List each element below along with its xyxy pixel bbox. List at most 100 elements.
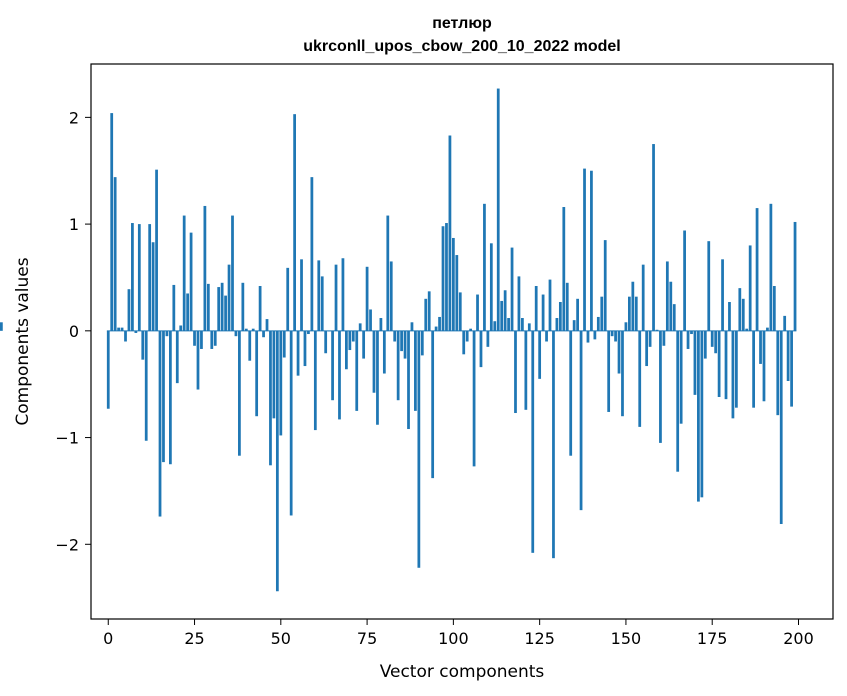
bar-146	[610, 330, 614, 337]
bar-90	[417, 330, 421, 568]
bar-121	[524, 330, 528, 410]
bar-123	[531, 330, 535, 553]
bar-86	[403, 330, 407, 359]
bar-70	[348, 330, 352, 351]
x-tick-label: 0	[103, 629, 113, 648]
bar-44	[258, 286, 262, 331]
bar-84	[396, 330, 400, 401]
bar-30	[210, 330, 214, 349]
bar-115	[503, 290, 507, 331]
bar-126	[541, 294, 545, 331]
bar-140	[590, 170, 593, 331]
bar-38	[238, 330, 241, 456]
bar-71	[351, 330, 355, 342]
bar-196	[783, 315, 787, 331]
bar-33	[220, 282, 224, 331]
bar-119	[517, 276, 521, 331]
bar-141	[593, 330, 597, 340]
bar-61	[317, 260, 321, 331]
bar-109	[483, 203, 486, 331]
bar-29	[206, 283, 210, 331]
bar-1	[110, 113, 114, 331]
bar-76	[369, 309, 372, 331]
bar-16	[162, 330, 165, 463]
bar-153	[634, 296, 638, 331]
bar-124	[534, 286, 538, 331]
chart-title: петлюр	[432, 15, 492, 32]
y-tick-label: −1	[55, 429, 79, 448]
bar-72	[355, 330, 359, 411]
bar-167	[683, 230, 686, 331]
bar-67	[338, 330, 341, 420]
bar-116	[507, 318, 510, 331]
bar-182	[734, 330, 738, 408]
bar-169	[690, 330, 693, 335]
bar-94	[431, 330, 435, 479]
bar-137	[579, 330, 583, 511]
bar-148	[617, 330, 621, 374]
bar-175	[710, 330, 714, 347]
bar-6	[127, 289, 131, 331]
bar-88	[410, 322, 414, 331]
bar-129	[552, 330, 555, 559]
bar-189	[759, 330, 762, 364]
bar-199	[793, 221, 797, 331]
bar-131	[558, 302, 562, 331]
bar-193	[772, 286, 776, 331]
bar-103	[462, 330, 466, 355]
bar-11	[144, 330, 148, 441]
bar-181	[731, 330, 735, 419]
bar-91	[420, 330, 424, 356]
bar-183	[738, 288, 742, 331]
bar-104	[465, 330, 469, 342]
bar-17	[165, 330, 169, 337]
bar-135	[572, 320, 576, 331]
bar-52	[286, 267, 290, 331]
x-tick-label: 100	[438, 629, 469, 648]
bar-152	[631, 281, 635, 331]
bar-96	[438, 316, 441, 331]
bar-41	[248, 330, 252, 361]
plot-frame	[90, 63, 834, 620]
bar-170	[693, 330, 697, 395]
bar-132	[562, 207, 566, 331]
bar-53	[289, 330, 293, 516]
bar-173	[703, 330, 707, 359]
bar-4	[120, 327, 124, 331]
bar-128	[548, 279, 552, 331]
bar-37	[234, 330, 238, 337]
bar-78	[376, 330, 379, 425]
bar-105	[469, 328, 473, 331]
bar-68	[341, 258, 345, 331]
bar-195	[779, 330, 783, 525]
bar-136	[576, 298, 579, 331]
bar-98	[445, 223, 448, 331]
bar-150	[624, 322, 628, 331]
bar-111	[489, 243, 493, 331]
bar-24	[189, 232, 193, 331]
bar-10	[141, 330, 145, 360]
bar-184	[741, 298, 745, 331]
bar-127	[545, 330, 548, 342]
bar-27	[200, 330, 203, 349]
bar-118	[514, 330, 517, 414]
bar-26	[196, 330, 200, 390]
bar-62	[320, 276, 324, 331]
bar-158	[652, 144, 655, 331]
bar-57	[303, 330, 307, 367]
bar-12	[148, 224, 152, 331]
bar-108	[479, 330, 483, 368]
bar-93	[427, 291, 431, 331]
bar-168	[686, 330, 690, 349]
bar-73	[358, 323, 362, 331]
bar-139	[586, 330, 590, 343]
bar-154	[638, 330, 642, 427]
bar-101	[455, 255, 459, 331]
bar-83	[393, 330, 397, 342]
bar-5	[124, 330, 127, 342]
x-axis-label: Vector components	[380, 662, 545, 682]
bar-15	[158, 330, 162, 517]
bar-48	[272, 330, 276, 419]
bar-65	[331, 330, 334, 401]
